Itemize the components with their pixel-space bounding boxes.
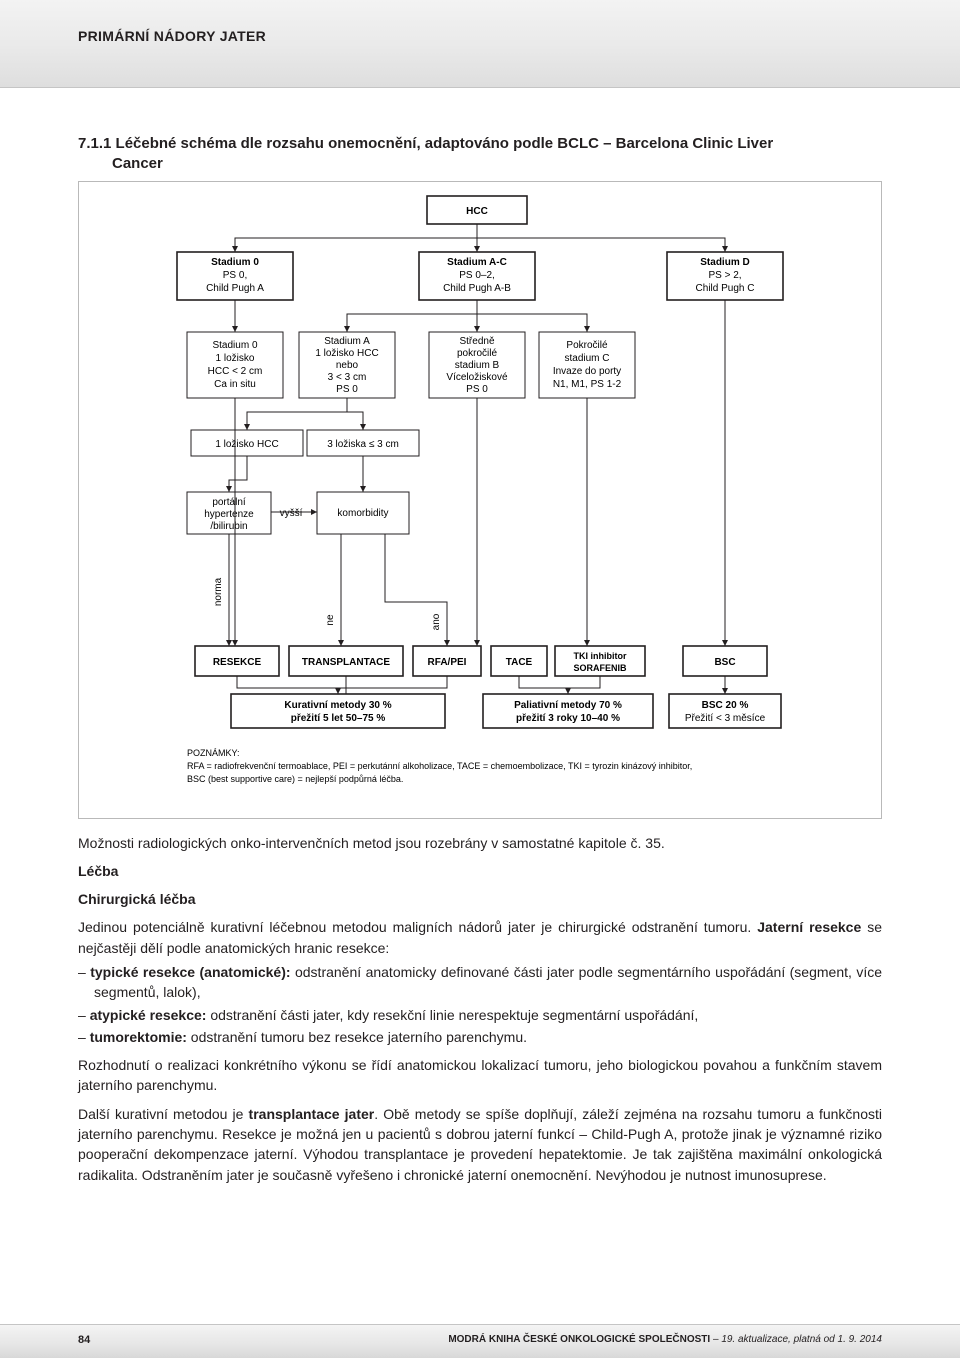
t: RFA = radiofrekvenční termoablace, PEI =…	[187, 761, 692, 771]
t: 3 < 3 cm	[328, 372, 367, 383]
node-hcc: HCC	[466, 206, 488, 217]
li1b: typické resekce (anatomické):	[90, 964, 290, 980]
t: Paliativní metody 70 %	[514, 700, 622, 711]
node-stadium0-title: Stadium 0	[211, 257, 259, 268]
p3b: transplantace jater	[249, 1106, 375, 1122]
footer-sep: –	[710, 1334, 721, 1345]
t: TACE	[506, 657, 533, 668]
p1b: Jaterní resekce	[757, 919, 861, 935]
t: TRANSPLANTACE	[302, 657, 390, 668]
heading-lecba: Léčba	[78, 861, 882, 881]
resection-list: typické resekce (anatomické): odstranění…	[78, 962, 882, 1047]
flowchart-svg: HCC Stadium 0 PS 0, Child Pugh A Stadium…	[95, 192, 865, 806]
li2b: atypické resekce:	[90, 1007, 207, 1023]
section-title: 7.1.1 Léčebné schéma dle rozsahu onemocn…	[78, 134, 882, 175]
p2: Rozhodnutí o realizaci konkrétního výkon…	[78, 1055, 882, 1096]
body-text: Možnosti radiologických onko-intervenční…	[78, 833, 882, 1185]
t: Ca in situ	[214, 379, 256, 390]
t: hypertenze	[204, 509, 254, 520]
li3t: odstranění tumoru bez resekce jaterního …	[187, 1029, 527, 1045]
t: Kurativní metody 30 %	[284, 700, 391, 711]
t: 1 ložisko HCC	[315, 348, 378, 359]
li-1: typické resekce (anatomické): odstranění…	[78, 962, 882, 1003]
chapter-header-band: PRIMÁRNÍ NÁDORY JATER	[0, 0, 960, 88]
t: přežití 3 roky 10–40 %	[516, 713, 620, 724]
t: Středně	[459, 336, 494, 347]
t: komorbidity	[337, 508, 388, 519]
p-afterdiag: Možnosti radiologických onko-intervenční…	[78, 833, 882, 853]
p1: Jedinou potenciálně kurativní léčebnou m…	[78, 917, 882, 958]
p1a: Jedinou potenciálně kurativní léčebnou m…	[78, 919, 757, 935]
t: BSC 20 %	[702, 700, 749, 711]
t: Invaze do porty	[553, 366, 621, 377]
t: Child Pugh A	[206, 283, 264, 294]
section-title-line2: Cancer	[112, 154, 882, 174]
t: 1 ložisko	[216, 353, 255, 364]
t: ano	[431, 613, 442, 630]
node-stadiumAC-title: Stadium A-C	[447, 257, 507, 268]
t: Stadium 0	[212, 340, 257, 351]
t: Víceložiskové	[446, 372, 508, 383]
t: /bilirubin	[210, 521, 247, 532]
t: Child Pugh C	[696, 283, 755, 294]
t: RESEKCE	[213, 657, 262, 668]
t: HCC < 2 cm	[208, 366, 263, 377]
p3a: Další kurativní metodou je	[78, 1106, 249, 1122]
t: BSC	[714, 657, 735, 668]
footer-edition: 19. aktualizace, platná od 1. 9. 2014	[721, 1334, 882, 1345]
t: PS 0,	[223, 270, 247, 281]
t: POZNÁMKY:	[187, 748, 240, 758]
t: přežití 5 let 50–75 %	[291, 713, 386, 724]
li3b: tumorektomie:	[90, 1029, 187, 1045]
li-3: tumorektomie: odstranění tumoru bez rese…	[78, 1027, 882, 1047]
t: SORAFENIB	[573, 663, 627, 673]
footer-right: MODRÁ KNIHA ČESKÉ ONKOLOGICKÉ SPOLEČNOST…	[448, 1334, 882, 1358]
li-2: atypické resekce: odstranění části jater…	[78, 1005, 882, 1025]
chapter-header: PRIMÁRNÍ NÁDORY JATER	[78, 28, 960, 44]
t: stadium C	[564, 353, 609, 364]
page-footer: 84 MODRÁ KNIHA ČESKÉ ONKOLOGICKÉ SPOLEČN…	[0, 1324, 960, 1358]
t: Stadium A	[324, 336, 370, 347]
t: PS 0	[336, 384, 358, 395]
heading-chirurgicka: Chirurgická léčba	[78, 889, 882, 909]
page-body: 7.1.1 Léčebné schéma dle rozsahu onemocn…	[0, 88, 960, 1185]
t: 3 ložiska ≤ 3 cm	[327, 439, 399, 450]
t: pokročilé	[457, 348, 497, 359]
t: 1 ložisko HCC	[215, 439, 278, 450]
section-title-line1: 7.1.1 Léčebné schéma dle rozsahu onemocn…	[78, 135, 773, 152]
t: vyšší	[280, 508, 303, 519]
t: PS 0	[466, 384, 488, 395]
t: PS > 2,	[708, 270, 741, 281]
node-stadiumD-title: Stadium D	[700, 257, 749, 268]
t: nebo	[336, 360, 359, 371]
t: TKI inhibitor	[574, 651, 627, 661]
li2t: odstranění části jater, kdy resekční lin…	[206, 1007, 698, 1023]
t: Pokročilé	[566, 340, 608, 351]
t: ne	[325, 614, 336, 626]
t: N1, M1, PS 1-2	[553, 379, 622, 390]
t: Přežití < 3 měsíce	[685, 713, 766, 724]
t: BSC (best supportive care) = nejlepší po…	[187, 774, 403, 784]
p3: Další kurativní metodou je transplantace…	[78, 1104, 882, 1185]
t: PS 0–2,	[459, 270, 495, 281]
t: stadium B	[455, 360, 500, 371]
page-number: 84	[78, 1334, 90, 1358]
t: norma	[213, 577, 224, 606]
t: Child Pugh A-B	[443, 283, 511, 294]
t: RFA/PEI	[428, 657, 467, 668]
bclc-flowchart: HCC Stadium 0 PS 0, Child Pugh A Stadium…	[78, 181, 882, 819]
t: portální	[212, 497, 246, 508]
footer-book: MODRÁ KNIHA ČESKÉ ONKOLOGICKÉ SPOLEČNOST…	[448, 1334, 710, 1345]
